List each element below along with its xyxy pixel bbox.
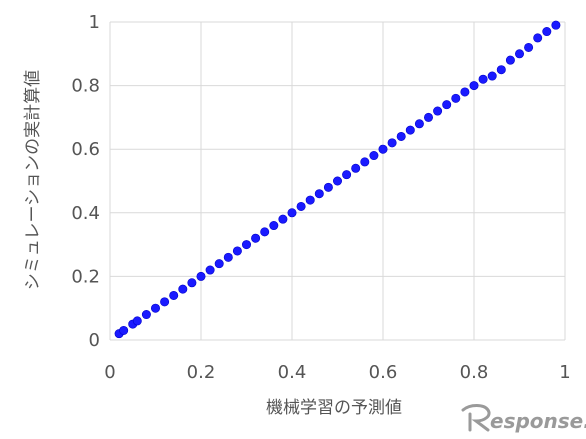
y-axis-label: シミュレーションの実計算値 (23, 70, 43, 290)
data-point (223, 252, 233, 262)
data-point (460, 87, 470, 97)
y-tick-label: 1 (89, 12, 100, 33)
data-point (251, 233, 261, 243)
data-point (305, 195, 315, 205)
data-point (232, 246, 242, 256)
data-point (151, 303, 161, 313)
data-point (119, 325, 129, 335)
data-point (396, 131, 406, 141)
data-point (505, 55, 515, 65)
data-point (487, 71, 497, 81)
data-point (496, 65, 506, 75)
data-point (551, 20, 561, 30)
x-tick-label: 0.8 (460, 362, 489, 383)
data-point (442, 100, 452, 110)
y-tick-label: 0.6 (71, 139, 100, 160)
data-point (187, 278, 197, 288)
data-point (287, 208, 297, 218)
y-tick-label: 0 (89, 330, 100, 351)
data-point (369, 151, 379, 161)
data-point (387, 138, 397, 148)
data-point (405, 125, 415, 135)
data-point (242, 240, 252, 250)
data-point (351, 163, 361, 173)
data-point (260, 227, 270, 237)
x-tick-label: 0 (104, 362, 115, 383)
data-point (278, 214, 288, 224)
data-point (478, 74, 488, 84)
data-point (141, 310, 151, 320)
x-tick-label: 0.6 (369, 362, 398, 383)
data-point (514, 49, 524, 59)
data-point (433, 106, 443, 116)
data-point (342, 170, 352, 180)
data-point (524, 42, 534, 52)
watermark-r-logo (461, 404, 491, 432)
x-tick-label: 0.2 (187, 362, 216, 383)
watermark-text: esponse. (490, 409, 586, 433)
y-tick-label: 0.8 (71, 76, 100, 97)
data-point (132, 316, 142, 326)
data-point (469, 81, 479, 91)
x-axis-ticks: 0 0.2 0.4 0.6 0.8 1 (104, 362, 570, 383)
data-point (196, 271, 206, 281)
data-point (178, 284, 188, 294)
data-point (296, 201, 306, 211)
data-point (533, 33, 543, 43)
data-point (160, 297, 170, 307)
data-point (360, 157, 370, 167)
grid (109, 21, 566, 341)
y-tick-label: 0.4 (71, 203, 100, 224)
data-point (314, 189, 324, 199)
data-point (205, 265, 215, 275)
data-point (323, 182, 333, 192)
data-point (214, 259, 224, 269)
x-tick-label: 0.4 (278, 362, 307, 383)
x-axis-label: 機械学習の予測値 (266, 398, 402, 418)
data-point (332, 176, 342, 186)
data-point (269, 221, 279, 231)
data-point (378, 144, 388, 154)
y-axis-ticks: 0 0.2 0.4 0.6 0.8 1 (71, 12, 100, 351)
data-point (451, 93, 461, 103)
watermark: esponse. (461, 404, 586, 433)
data-point (169, 290, 179, 300)
data-point (414, 119, 424, 129)
data-points (114, 20, 561, 339)
data-point (542, 27, 552, 37)
y-tick-label: 0.2 (71, 266, 100, 287)
x-tick-label: 1 (559, 362, 570, 383)
data-point (423, 112, 433, 122)
